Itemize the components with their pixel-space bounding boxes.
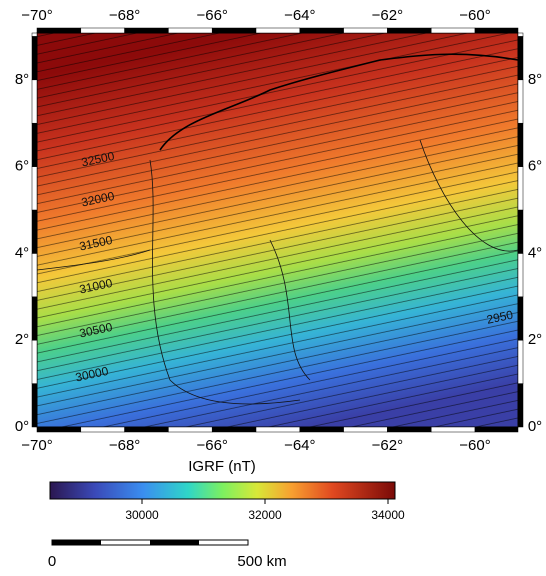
frame-segment — [300, 427, 344, 432]
frame-segment — [168, 28, 212, 33]
lon-label: −66° — [196, 7, 227, 24]
frame-segment — [32, 167, 37, 210]
frame-segment — [344, 28, 388, 33]
frame-segment — [518, 384, 523, 427]
frame-segment — [32, 123, 37, 166]
frame-segment — [32, 340, 37, 383]
frame-segment — [387, 427, 431, 432]
lon-label: −64° — [284, 7, 315, 24]
lon-label: −60° — [459, 437, 490, 454]
frame-segment — [125, 28, 169, 33]
lat-label: 4° — [528, 244, 542, 261]
lat-label: 0° — [15, 418, 29, 435]
frame-segment — [32, 80, 37, 123]
scale-start: 0 — [48, 553, 56, 570]
frame-segment — [518, 33, 523, 36]
frame-segment — [475, 427, 518, 432]
lon-label: −70° — [21, 7, 52, 24]
lat-label: 8° — [528, 71, 542, 88]
lon-label: −70° — [21, 437, 52, 454]
frame-segment — [32, 384, 37, 427]
lon-label: −60° — [459, 7, 490, 24]
frame-segment — [32, 253, 37, 296]
frame-segment — [518, 297, 523, 340]
frame-segment — [518, 167, 523, 210]
frame-segment — [32, 33, 37, 36]
frame-segment — [32, 297, 37, 340]
map-figure: −70° −70° −68° −68° −66° −66° −64° −64° −62° −62°… — [0, 0, 546, 571]
lat-label: 6° — [15, 158, 29, 175]
frame-segment — [37, 427, 81, 432]
lat-label: 4° — [15, 244, 29, 261]
lon-label: −68° — [109, 437, 140, 454]
scale-bar-segment — [150, 540, 199, 545]
frame-segment — [37, 28, 81, 33]
frame-segment — [387, 28, 431, 33]
frame-segment — [256, 427, 300, 432]
lon-label: −66° — [196, 437, 227, 454]
frame-segment — [81, 427, 125, 432]
lon-label: −62° — [372, 7, 403, 24]
frame-segment — [32, 36, 37, 79]
frame-segment — [431, 427, 475, 432]
frame-segment — [518, 123, 523, 166]
contour-lines — [37, 33, 518, 427]
frame-segment — [431, 28, 475, 33]
colorbar — [50, 482, 395, 499]
lat-label: 6° — [528, 158, 542, 175]
frame-segment — [300, 28, 344, 33]
scale-end: 500 km — [237, 553, 286, 570]
map-area — [37, 33, 518, 427]
lon-label: −62° — [372, 437, 403, 454]
frame-segment — [518, 253, 523, 296]
frame-segment — [212, 427, 256, 432]
frame-segment — [344, 427, 388, 432]
frame-segment — [518, 80, 523, 123]
lat-label: 2° — [15, 331, 29, 348]
colorbar-tick-label: 34000 — [371, 508, 405, 522]
lat-label: 0° — [528, 418, 542, 435]
frame-segment — [32, 210, 37, 253]
frame-segment — [518, 340, 523, 383]
frame-segment — [168, 427, 212, 432]
lon-label: −68° — [109, 7, 140, 24]
frame-segment — [518, 210, 523, 253]
lat-label: 8° — [15, 71, 29, 88]
frame-segment — [475, 28, 518, 33]
frame-segment — [81, 28, 125, 33]
lon-label: −64° — [284, 437, 315, 454]
lat-label: 2° — [528, 331, 542, 348]
frame-segment — [518, 36, 523, 79]
colorbar-tick-label: 30000 — [125, 508, 159, 522]
colorbar-tick-label: 32000 — [248, 508, 282, 522]
frame-segment — [125, 427, 169, 432]
scale-bar-segment — [52, 540, 101, 545]
frame-segment — [212, 28, 256, 33]
frame-segment — [256, 28, 300, 33]
colorbar-title: IGRF (nT) — [188, 458, 256, 475]
